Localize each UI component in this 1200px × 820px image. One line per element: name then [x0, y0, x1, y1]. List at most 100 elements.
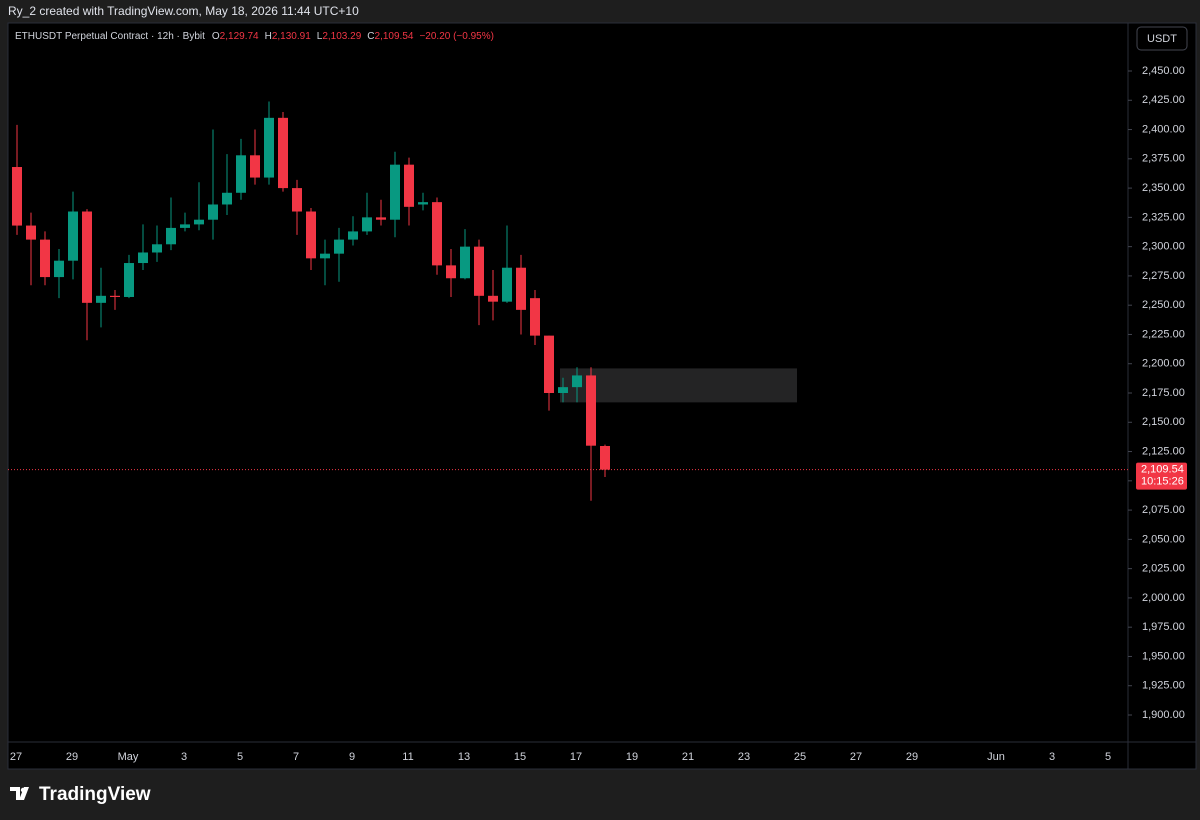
y-tick-label: 2,300.00: [1142, 241, 1185, 253]
y-tick-label: 1,925.00: [1142, 680, 1185, 692]
y-tick-label: 2,250.00: [1142, 299, 1185, 311]
y-tick-label: 2,025.00: [1142, 563, 1185, 575]
candle-body: [460, 246, 470, 279]
legend-key: L: [317, 31, 323, 42]
candle-body: [362, 217, 372, 232]
y-tick-label: 2,225.00: [1142, 328, 1185, 340]
legend-value: 2,129.74: [220, 31, 259, 42]
candle-body: [264, 117, 274, 178]
candle-body: [250, 155, 260, 178]
candle-body: [488, 295, 498, 302]
y-tick-label: 2,425.00: [1142, 94, 1185, 106]
legend: ETHUSDT Perpetual Contract · 12h · Bybit…: [15, 31, 494, 42]
y-tick-label: 2,150.00: [1142, 416, 1185, 428]
legend-key: H: [265, 31, 272, 42]
x-tick-label: 5: [237, 751, 243, 763]
candle-body: [320, 253, 330, 259]
candle-body: [334, 239, 344, 254]
zone: [560, 368, 797, 403]
candle-body: [180, 224, 190, 228]
x-tick-label: 11: [402, 751, 413, 763]
legend-key: O: [212, 31, 220, 42]
candle-body: [278, 117, 288, 189]
x-tick-label: 25: [794, 751, 806, 763]
x-tick-label: 29: [906, 751, 918, 763]
candle-body: [152, 244, 162, 253]
x-tick-label: 23: [738, 751, 750, 763]
y-tick-label: 2,350.00: [1142, 182, 1185, 194]
x-tick-label: 21: [682, 751, 694, 763]
last-price-box: [1136, 462, 1187, 490]
y-tick-label: 2,200.00: [1142, 358, 1185, 370]
y-tick-label: 2,125.00: [1142, 445, 1185, 457]
candle-body: [208, 204, 218, 220]
legend-key: C: [367, 31, 374, 42]
candle-body: [404, 164, 414, 207]
x-tick-label: 17: [570, 751, 582, 763]
symbol: ETHUSDT Perpetual Contract · 12h · Bybit: [15, 31, 205, 42]
candle-body: [82, 211, 92, 303]
candle-body: [586, 375, 596, 446]
x-tick-label: 27: [850, 751, 862, 763]
legend-value: 2,130.91: [272, 31, 311, 42]
candle-body: [530, 298, 540, 336]
x-tick-label: 27: [10, 751, 22, 763]
countdown: 10:15:26: [1141, 476, 1184, 488]
candle-body: [166, 227, 176, 245]
brand-logo: [10, 787, 29, 800]
y-tick-label: 2,450.00: [1142, 65, 1185, 77]
legend-value: 2,103.29: [322, 31, 361, 42]
candle-body: [446, 265, 456, 279]
y-tick-label: 2,175.00: [1142, 387, 1185, 399]
candle-body: [572, 375, 582, 388]
candle-body: [376, 217, 386, 220]
candle-body: [26, 225, 36, 240]
attribution: Ry_2 created with TradingView.com, May 1…: [8, 4, 359, 18]
candle-body: [348, 231, 358, 240]
candle-body: [96, 295, 106, 303]
x-tick-label: 3: [181, 751, 187, 763]
x-tick-label: 29: [66, 751, 78, 763]
candle-body: [54, 260, 64, 278]
candle-body: [124, 263, 134, 297]
y-tick-label: 1,950.00: [1142, 650, 1185, 662]
candle-body: [600, 445, 610, 470]
candle-body: [110, 295, 120, 297]
y-tick-label: 1,900.00: [1142, 709, 1185, 721]
x-tick-label: May: [118, 751, 139, 763]
y-tick-label: 2,000.00: [1142, 592, 1185, 604]
x-tick-label: 7: [293, 751, 299, 763]
y-tick-label: 1,975.00: [1142, 621, 1185, 633]
candle-body: [194, 219, 204, 225]
y-tick-label: 2,050.00: [1142, 533, 1185, 545]
candle-body: [558, 387, 568, 393]
y-tick-label: 2,275.00: [1142, 270, 1185, 282]
change: −20.20 (−0.95%): [419, 31, 494, 42]
candle-body: [222, 192, 232, 205]
y-tick-label: 2,375.00: [1142, 153, 1185, 165]
candle-body: [390, 164, 400, 220]
x-tick-label: 3: [1049, 751, 1055, 763]
y-tick-label: 2,400.00: [1142, 123, 1185, 135]
candle-body: [68, 211, 78, 261]
brand: TradingView: [39, 784, 151, 805]
last-price-label: 2,109.54: [1141, 464, 1184, 476]
x-tick-label: Jun: [987, 751, 1005, 763]
candle-body: [474, 246, 484, 296]
candle-body: [292, 188, 302, 212]
currency-label: USDT: [1147, 33, 1177, 45]
candle-body: [40, 239, 50, 278]
candle-body: [138, 252, 148, 264]
candle-body: [306, 211, 316, 259]
candle-body: [418, 202, 428, 205]
currency-button[interactable]: [1136, 26, 1188, 51]
candle-body: [502, 267, 512, 302]
y-tick-label: 2,075.00: [1142, 504, 1185, 516]
candle-body: [432, 202, 442, 266]
candle-body: [516, 267, 526, 310]
candle-body: [236, 155, 246, 193]
x-tick-label: 15: [514, 751, 526, 763]
candle-body: [544, 335, 554, 393]
